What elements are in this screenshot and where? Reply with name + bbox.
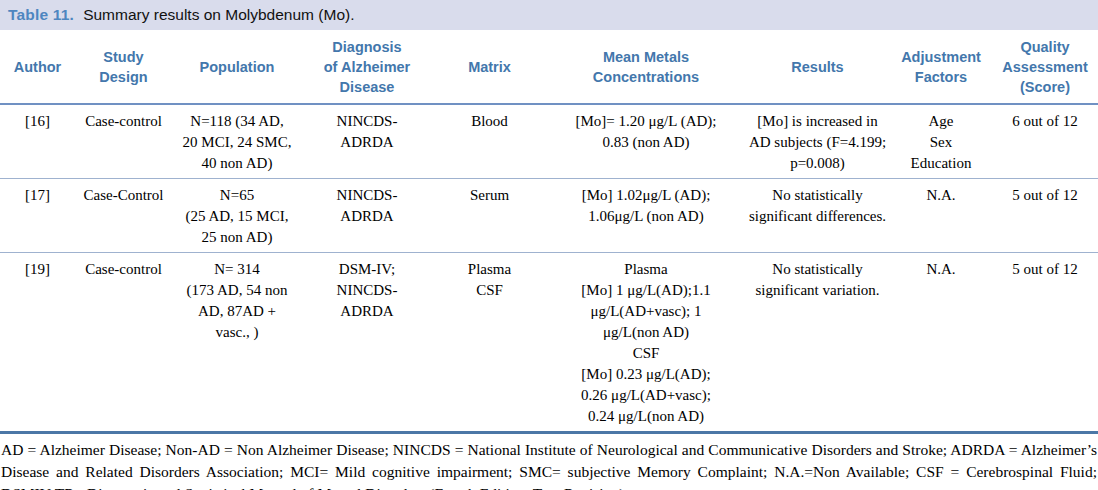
cell-matrix: Serum <box>432 179 547 253</box>
cell-population: N= 314 (173 AD, 54 non AD, 87AD + vasc.,… <box>172 253 302 433</box>
cell-quality: 5 out of 12 <box>992 179 1098 253</box>
table-number-label: Table 11. <box>8 6 74 24</box>
table-row: [17] Case-Control N=65 (25 AD, 15 MCI, 2… <box>0 179 1098 253</box>
cell-mean-metals: [Mo]= 1.20 μg/L (AD); 0.83 (non AD) <box>547 104 745 179</box>
cell-matrix: Plasma CSF <box>432 253 547 433</box>
table-caption-text: Summary results on Molybdenum (Mo). <box>83 6 354 24</box>
col-header-results: Results <box>745 30 890 104</box>
cell-study-design: Case-Control <box>75 179 172 253</box>
col-header-population: Population <box>172 30 302 104</box>
cell-mean-metals: Plasma [Mo] 1 μg/L(AD);1.1 μg/L(AD+vasc)… <box>547 253 745 433</box>
paper-table-page: Table 11. Summary results on Molybdenum … <box>0 0 1098 490</box>
col-header-adjustment: Adjustment Factors <box>890 30 992 104</box>
cell-author: [17] <box>0 179 75 253</box>
col-header-quality: Quality Assessment (Score) <box>992 30 1098 104</box>
cell-author: [19] <box>0 253 75 433</box>
cell-results: No statistically significant differences… <box>745 179 890 253</box>
cell-quality: 5 out of 12 <box>992 253 1098 433</box>
cell-adjustment: N.A. <box>890 253 992 433</box>
cell-population: N=65 (25 AD, 15 MCI, 25 non AD) <box>172 179 302 253</box>
col-header-mean-metals: Mean Metals Concentrations <box>547 30 745 104</box>
cell-author: [16] <box>0 104 75 179</box>
cell-adjustment: Age Sex Education <box>890 104 992 179</box>
table-caption-bar: Table 11. Summary results on Molybdenum … <box>0 0 1098 30</box>
col-header-study-design: Study Design <box>75 30 172 104</box>
abbreviations-footnote: AD = Alzheimer Disease; Non-AD = Non Alz… <box>0 434 1098 490</box>
col-header-author: Author <box>0 30 75 104</box>
table-row: [16] Case-control N=118 (34 AD, 20 MCI, … <box>0 104 1098 179</box>
table-row: [19] Case-control N= 314 (173 AD, 54 non… <box>0 253 1098 433</box>
cell-adjustment: N.A. <box>890 179 992 253</box>
cell-mean-metals: [Mo] 1.02μg/L (AD); 1.06μg/L (non AD) <box>547 179 745 253</box>
cell-diagnosis: NINCDS- ADRDA <box>302 104 432 179</box>
cell-results: [Mo] is increased in AD subjects (F=4.19… <box>745 104 890 179</box>
col-header-matrix: Matrix <box>432 30 547 104</box>
cell-matrix: Blood <box>432 104 547 179</box>
cell-diagnosis: DSM-IV; NINCDS- ADRDA <box>302 253 432 433</box>
cell-population: N=118 (34 AD, 20 MCI, 24 SMC, 40 non AD) <box>172 104 302 179</box>
header-row: Author Study Design Population Diagnosis… <box>0 30 1098 104</box>
cell-study-design: Case-control <box>75 253 172 433</box>
col-header-diagnosis: Diagnosis of Alzheimer Disease <box>302 30 432 104</box>
cell-diagnosis: NINCDS- ADRDA <box>302 179 432 253</box>
cell-study-design: Case-control <box>75 104 172 179</box>
cell-results: No statistically significant variation. <box>745 253 890 433</box>
summary-results-table: Author Study Design Population Diagnosis… <box>0 30 1098 434</box>
cell-quality: 6 out of 12 <box>992 104 1098 179</box>
